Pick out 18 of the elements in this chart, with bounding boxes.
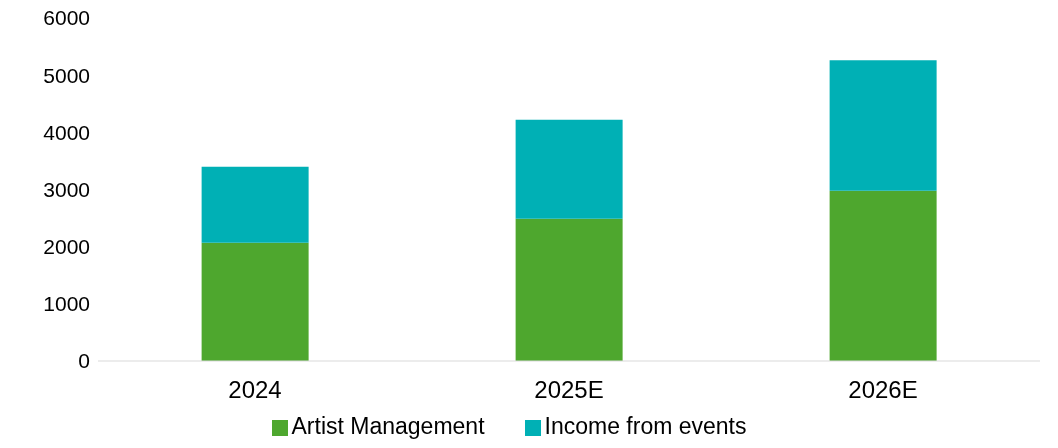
y-tick-label: 0 (78, 349, 90, 373)
x-tick-label: 2026E (848, 376, 918, 404)
y-tick-label: 5000 (43, 63, 90, 87)
y-tick-label: 1000 (43, 292, 90, 316)
bar (829, 60, 937, 191)
bar (515, 218, 623, 361)
y-tick-label: 4000 (43, 120, 90, 144)
bar (201, 166, 309, 243)
bar (515, 119, 623, 219)
bar (201, 242, 309, 361)
y-tick-label: 3000 (43, 177, 90, 201)
x-tick-label: 2025E (534, 376, 604, 404)
y-tick-label: 6000 (43, 6, 90, 30)
legend-label: Income from events (544, 413, 747, 439)
legend-label: Artist Management (291, 413, 485, 439)
y-tick-label: 2000 (43, 235, 90, 259)
bar (829, 190, 937, 361)
x-tick-label: 2024 (228, 376, 282, 404)
